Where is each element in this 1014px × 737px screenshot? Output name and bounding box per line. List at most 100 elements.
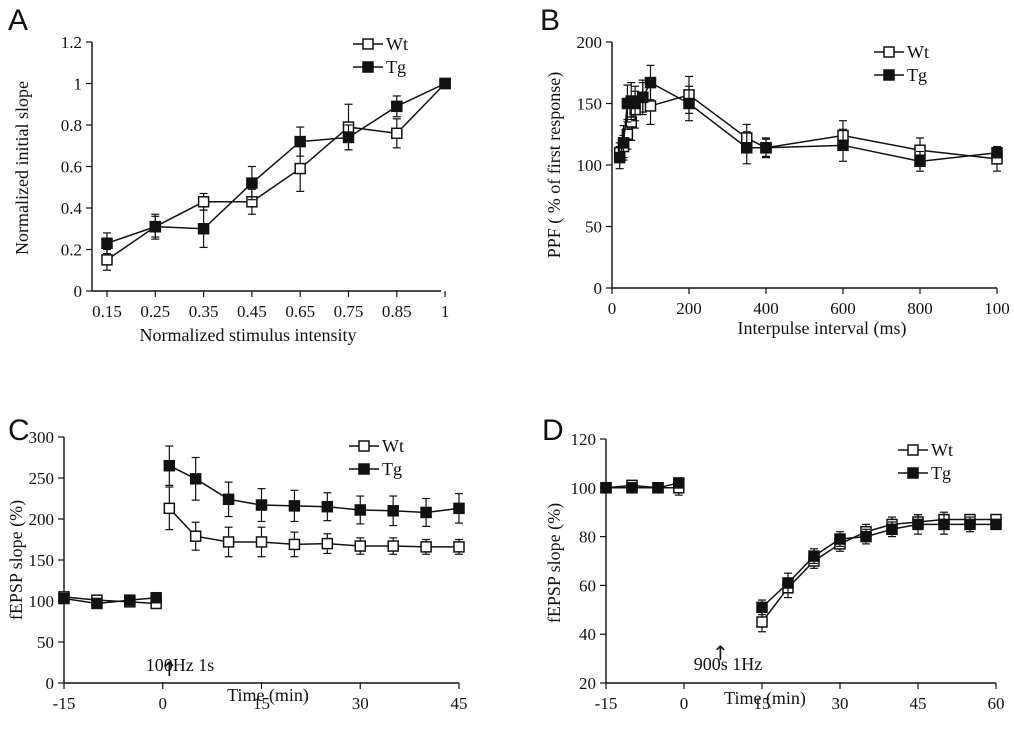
y-tick-label: 150 [29, 551, 55, 570]
data-point [756, 616, 768, 628]
data-point [101, 237, 113, 250]
panel-letter-D: D [542, 414, 564, 447]
legend-marker [362, 38, 374, 50]
data-point [288, 538, 301, 551]
data-point [321, 500, 334, 513]
y-tick-label: 20 [579, 674, 596, 693]
data-point [652, 482, 664, 494]
legend-marker [883, 46, 895, 58]
y-tick-label: 250 [29, 469, 55, 488]
y-tick-label: 0.6 [61, 158, 82, 177]
data-point [391, 100, 403, 113]
panel-letter-A: A [8, 4, 28, 37]
data-point [354, 504, 366, 516]
data-point [912, 518, 924, 531]
data-point [197, 223, 210, 235]
x-axis-title: Time (min) [724, 688, 806, 709]
y-tick-label: 0.4 [61, 199, 83, 218]
series-line [761, 523, 996, 608]
legend-label: Tg [931, 463, 951, 483]
data-point [938, 518, 950, 531]
data-point [354, 540, 366, 552]
series-line [63, 596, 157, 605]
data-point [886, 523, 898, 536]
data-point [58, 592, 70, 605]
series-line [168, 507, 459, 548]
series-wt [613, 75, 1003, 172]
x-tick-label: 1 [441, 302, 450, 321]
data-point [782, 577, 794, 589]
series-line [618, 81, 998, 163]
x-tick-label: 15 [253, 694, 270, 713]
x-tick-label: 45 [910, 694, 927, 713]
x-tick-label: 100 [984, 299, 1010, 318]
data-point [808, 550, 820, 562]
data-point [91, 597, 103, 610]
legend-label: Wt [907, 42, 929, 62]
series-line [605, 484, 679, 489]
series-tg [613, 64, 1003, 172]
y-tick-label: 0 [594, 279, 603, 298]
panel-D: D 20 40 60 80 100 120 -15 0 15 30 45 60 Time (min) fEP… [542, 414, 1005, 713]
y-axis-title: Normalized initial slope [12, 81, 32, 255]
stimulus-annotation: 100Hz 1s [146, 655, 215, 675]
panel-A: A 0 0.2 0.4 0.6 0.8 1 1.2 0.15 0.25 0.35 0.45 0.65 0.… [8, 4, 451, 345]
y-tick-label: 80 [579, 528, 596, 547]
x-tick-label: 200 [676, 299, 702, 318]
y-tick-label: 120 [571, 430, 597, 449]
data-point [644, 100, 657, 112]
x-tick-label: 0 [608, 299, 617, 318]
legend: Wt Tg [898, 440, 953, 483]
data-point [453, 502, 465, 515]
series-wt [600, 479, 1002, 633]
data-point [914, 155, 926, 168]
data-point [163, 502, 176, 515]
y-tick-label: 150 [577, 95, 603, 114]
legend-label: Tg [907, 65, 927, 85]
data-point [149, 220, 162, 233]
x-tick-label: 0.45 [237, 302, 267, 321]
x-tick-label: 0.65 [285, 302, 315, 321]
series-tg [101, 77, 451, 255]
y-tick-label: 100 [577, 156, 603, 175]
panel-letter-B: B [540, 4, 560, 37]
legend: Wt Tg [874, 42, 929, 85]
x-tick-label: 0.35 [189, 302, 219, 321]
data-point [629, 97, 641, 110]
x-tick-label: 15 [754, 694, 771, 713]
y-tick-label: 200 [577, 33, 603, 52]
series-line [619, 94, 998, 160]
data-point [834, 533, 846, 545]
y-tick-label: 100 [29, 592, 55, 611]
data-point [420, 506, 432, 519]
x-tick-label: 60 [988, 694, 1005, 713]
data-point [222, 493, 235, 506]
x-axis-title: Time (min) [227, 685, 309, 706]
stimulus-arrow: ↑ [712, 641, 729, 665]
data-point [163, 459, 176, 472]
legend-label: Wt [931, 440, 953, 460]
data-point [342, 131, 355, 144]
y-tick-label: 200 [29, 510, 55, 529]
data-point [294, 135, 306, 148]
x-tick-label: 0.25 [140, 302, 170, 321]
data-point [860, 530, 872, 543]
panel-letter-C: C [8, 414, 30, 447]
x-tick-label: -15 [53, 694, 76, 713]
data-point [420, 541, 432, 553]
data-point [255, 499, 268, 511]
series-line [106, 82, 446, 244]
data-point [673, 477, 685, 489]
x-tick-label: 800 [907, 299, 933, 318]
y-tick-label: 40 [579, 625, 596, 644]
legend-marker [907, 444, 919, 456]
x-tick-label: 0.75 [334, 302, 364, 321]
data-point [391, 127, 403, 140]
data-point [600, 482, 612, 494]
data-point [991, 146, 1003, 159]
legend: Wt Tg [349, 436, 404, 479]
data-point [387, 505, 399, 517]
data-point [197, 196, 210, 208]
y-tick-label: 100 [571, 479, 597, 498]
y-axis-title: PPF ( % of first response) [544, 72, 565, 259]
